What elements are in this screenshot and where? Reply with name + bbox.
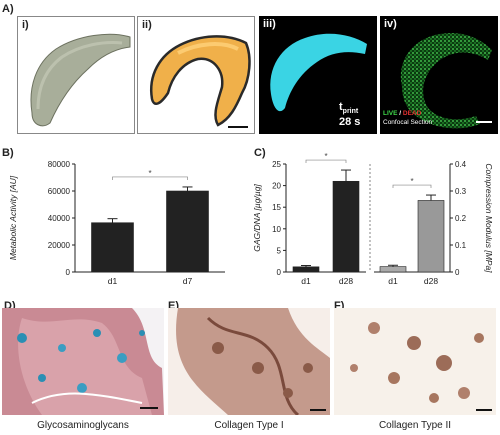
panel-d-caption: Glycosaminoglycans [37, 420, 129, 431]
panel-a-label: A) [2, 3, 14, 15]
print-time: tprint 28 s [339, 102, 360, 128]
chart-gag-compression: 0 5 10 15 20 25 GAG/DNA [µg/µg] d1 d28 * 0 0.1 0.2 0.… [252, 152, 494, 286]
bar-modulus-d1 [379, 266, 407, 273]
y-tick-label-gag: 25 [272, 160, 281, 169]
x-tick-label-modulus: d1 [388, 276, 398, 286]
y-axis-label-metabolic: Metabolic Activity [AU] [8, 175, 18, 260]
t-print-sub: print [342, 108, 359, 116]
x-tick-label-metabolic: d7 [183, 276, 193, 286]
confocal-label: Confocal Section [383, 119, 433, 126]
panel-a-ii-frame: ii) [137, 16, 255, 134]
t-print-value: 28 s [339, 116, 361, 129]
x-tick-label-gag: d28 [339, 276, 353, 286]
panel-f-caption: Collagen Type II [378, 420, 452, 431]
significance-bracket-metabolic [112, 176, 188, 180]
y-tick-label-modulus: 0.1 [455, 241, 467, 250]
live-label: LIVE [383, 110, 398, 117]
y-tick-label-modulus: 0.4 [455, 160, 467, 169]
bar-modulus-d28 [417, 200, 445, 273]
bar-gag-d28 [332, 180, 360, 273]
chart-metabolic-activity: 0 20000 40000 60000 80000 Metabolic Activity … [8, 160, 225, 286]
y-tick-label-metabolic: 40000 [48, 214, 71, 223]
histology-blue-pink [2, 308, 164, 415]
panel-a-i-frame: i) [17, 16, 135, 134]
meniscus-render-gray [30, 33, 131, 127]
meniscus-confocal-green [400, 32, 492, 129]
y-tick-label-metabolic: 80000 [48, 160, 71, 169]
x-tick-label-metabolic: d1 [108, 276, 118, 286]
x-tick-label-modulus: d28 [424, 276, 438, 286]
significance-mark-gag: * [324, 152, 327, 161]
t-print-symbol: t [339, 101, 343, 113]
panel-a-iii-frame: iii) tprint 28 s [259, 16, 377, 134]
significance-mark-modulus: * [410, 177, 413, 186]
panel-a-iv-frame: iv) LIVE / DEAD Confocal Section [380, 16, 498, 134]
histology-brown-ii [350, 322, 492, 411]
collagen-i-histology-image [168, 308, 330, 415]
y-tick-label-modulus: 0 [455, 268, 460, 277]
y-tick-label-modulus: 0.3 [455, 187, 467, 196]
meniscus-print-cyan [270, 33, 367, 112]
gag-histology-image [2, 308, 164, 415]
panel-a-iii-label: iii) [263, 18, 276, 30]
panel-a-ii-label: ii) [142, 19, 152, 31]
bar-gag-d1 [292, 266, 320, 273]
panel-b-label: B) [2, 147, 14, 159]
y-axis-label-gag: GAG/DNA [µg/µg] [252, 184, 262, 252]
y-axis-label-modulus: Compression Modulus [MPa] [484, 163, 494, 273]
bar-metabolic-d1 [91, 222, 134, 273]
collagen-ii-histology-image [334, 308, 496, 415]
y-tick-label-gag: 10 [272, 225, 281, 234]
legend-slash: / [397, 110, 403, 117]
dead-label: DEAD [402, 110, 422, 117]
panel-d-label: D) [4, 300, 16, 312]
live-dead-legend: LIVE / DEAD [383, 110, 421, 117]
y-tick-label-gag: 15 [272, 203, 281, 212]
y-tick-label-metabolic: 0 [66, 268, 71, 277]
panel-c-label: C) [254, 147, 266, 159]
y-tick-label-metabolic: 20000 [48, 241, 71, 250]
y-tick-label-modulus: 0.2 [455, 214, 467, 223]
x-tick-label-gag: d1 [301, 276, 311, 286]
significance-mark-metabolic: * [148, 169, 151, 178]
y-tick-label-metabolic: 60000 [48, 187, 71, 196]
significance-bracket-gag [305, 159, 347, 164]
significance-bracket-modulus [392, 184, 432, 189]
y-tick-label-gag: 0 [277, 268, 282, 277]
panel-e-label: E) [168, 300, 179, 312]
y-tick-label-gag: 5 [277, 246, 282, 255]
panel-a-iv-label: iv) [384, 18, 397, 30]
y-tick-label-gag: 20 [272, 182, 281, 191]
panel-a-i-label: i) [22, 19, 29, 31]
meniscus-photo-orange [149, 35, 251, 128]
panel-e-caption: Collagen Type I [214, 420, 284, 431]
bar-metabolic-d7 [166, 190, 209, 273]
histology-brown-i [176, 308, 330, 415]
panel-f-label: F) [334, 300, 345, 312]
